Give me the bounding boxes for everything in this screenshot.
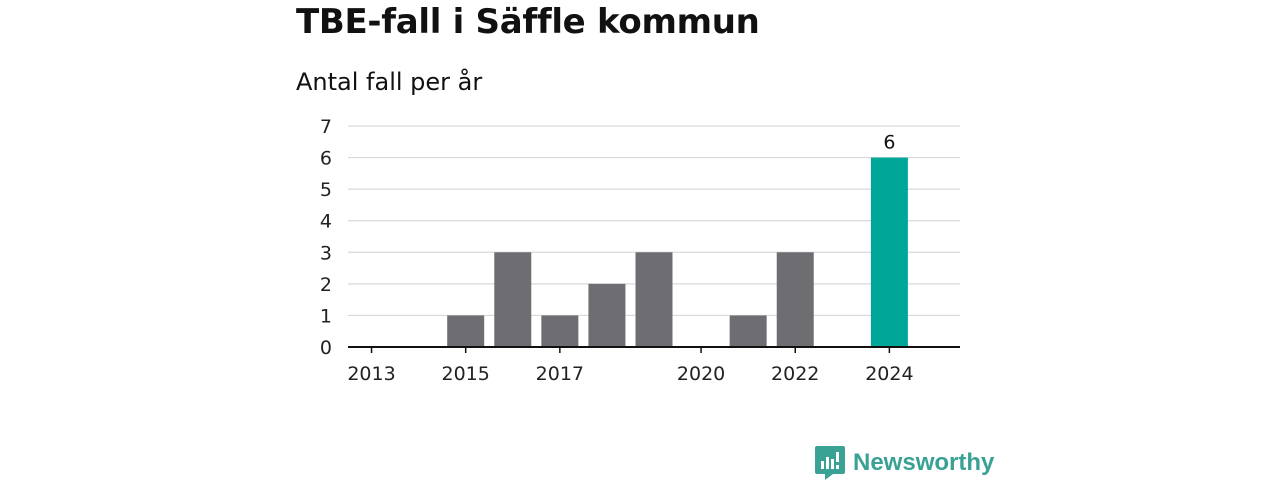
x-tick-label: 2013 (347, 363, 395, 385)
bar (870, 157, 908, 347)
bar (447, 315, 485, 347)
y-tick-label: 6 (320, 148, 332, 170)
y-tick-label: 0 (320, 337, 332, 359)
brand-name: Newsworthy (853, 449, 995, 476)
y-tick-label: 3 (320, 242, 332, 264)
bar (494, 252, 532, 347)
data-label: 6 (883, 132, 895, 154)
x-tick-label: 2024 (865, 363, 913, 385)
bar (541, 315, 579, 347)
x-tick-label: 2020 (677, 363, 725, 385)
x-tick-label: 2017 (536, 363, 584, 385)
bar (588, 283, 626, 347)
x-tick-label: 2022 (771, 363, 819, 385)
bar (635, 252, 673, 347)
x-tick-label: 2015 (442, 363, 490, 385)
bar (729, 315, 767, 347)
bar (776, 252, 814, 347)
y-tick-label: 4 (320, 211, 332, 233)
y-tick-label: 2 (320, 274, 332, 296)
bar-chart: 0 1 2 3 4 5 6 7 2013 2015 2017 2020 2022 2024 6 (320, 116, 960, 385)
chart-subtitle: Antal fall per år (296, 68, 483, 96)
y-tick-label: 5 (320, 179, 332, 201)
y-tick-label: 1 (320, 305, 332, 327)
newsworthy-brand: Newsworthy (815, 445, 994, 481)
y-tick-label: 7 (320, 116, 332, 138)
chart-title: TBE-fall i Säffle kommun (296, 2, 760, 42)
newsworthy-logo-icon (815, 446, 845, 480)
